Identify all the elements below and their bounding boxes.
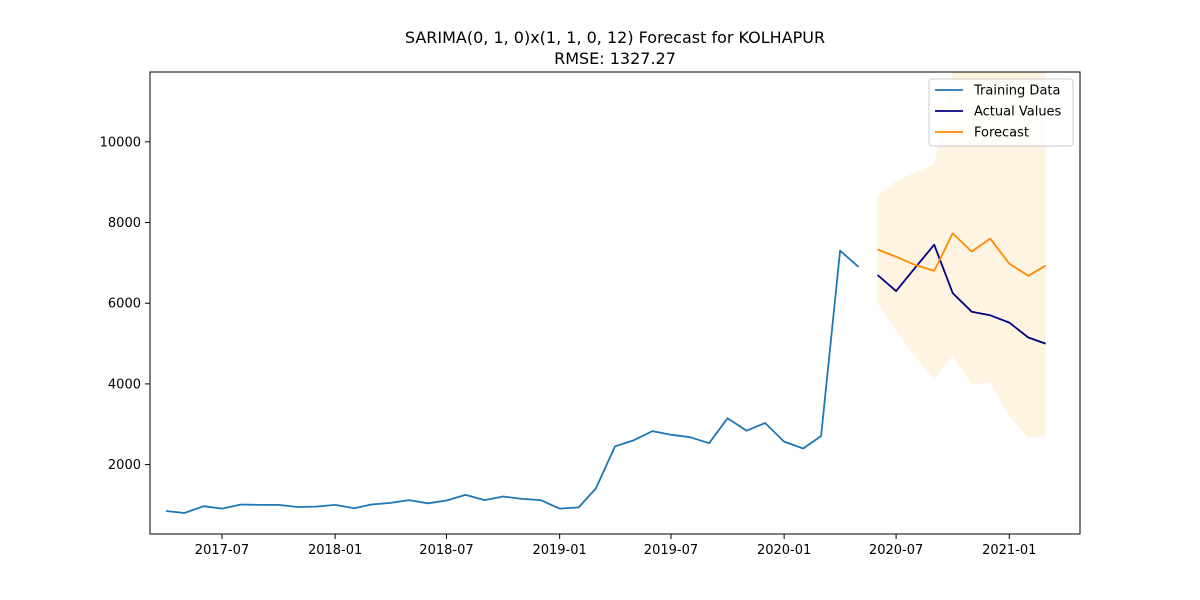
training-data-point bbox=[428, 503, 429, 504]
forecast-point bbox=[1045, 265, 1046, 266]
training-data-point bbox=[446, 500, 447, 501]
training-data-point bbox=[540, 500, 541, 501]
legend-label-training-data: Training Data bbox=[973, 84, 1060, 99]
y-tick-label: 8000 bbox=[108, 216, 141, 231]
training-data-point bbox=[595, 488, 596, 489]
actual-values-point bbox=[1009, 322, 1010, 323]
x-tick-label: 2018-01 bbox=[308, 543, 362, 558]
chart-title: SARIMA(0, 1, 0)x(1, 1, 0, 12) Forecast f… bbox=[405, 28, 825, 47]
training-data-point bbox=[408, 500, 409, 501]
forecast-point bbox=[952, 233, 953, 234]
training-data-point bbox=[784, 441, 785, 442]
training-data-point bbox=[652, 431, 653, 432]
training-data-point bbox=[260, 504, 261, 505]
training-data-point bbox=[578, 507, 579, 508]
y-tick-label: 10000 bbox=[100, 135, 141, 150]
training-data-point bbox=[297, 507, 298, 508]
y-axis: 2000 4000 6000 8000 10000 bbox=[100, 135, 150, 473]
x-tick-label: 2018-07 bbox=[419, 543, 473, 558]
forecast-point bbox=[915, 264, 916, 265]
x-tick-label: 2020-01 bbox=[757, 543, 811, 558]
legend-label-actual-values: Actual Values bbox=[974, 105, 1062, 120]
series-layer bbox=[165, 232, 1047, 514]
training-data-point bbox=[803, 448, 804, 449]
training-data-point bbox=[484, 500, 485, 501]
actual-values-point bbox=[952, 293, 953, 294]
training-data-point bbox=[690, 437, 691, 438]
training-data-point bbox=[166, 511, 167, 512]
x-axis: 2017-07 2018-01 2018-07 2019-01 2019-07 2020-… bbox=[195, 534, 1036, 558]
forecast-point bbox=[971, 251, 972, 252]
training-data-point bbox=[203, 506, 204, 507]
training-data-point bbox=[335, 504, 336, 505]
training-data-point bbox=[765, 423, 766, 424]
y-tick-label: 4000 bbox=[108, 377, 141, 392]
training-data-point bbox=[390, 502, 391, 503]
training-data-point bbox=[840, 250, 841, 251]
training-data-point bbox=[222, 508, 223, 509]
training-data-point bbox=[709, 443, 710, 444]
chart-subtitle: RMSE: 1327.27 bbox=[554, 49, 676, 68]
training-data-point bbox=[633, 440, 634, 441]
training-data-point bbox=[278, 504, 279, 505]
training-data-point bbox=[184, 513, 185, 514]
legend-box bbox=[928, 78, 1074, 147]
actual-values-point bbox=[990, 315, 991, 316]
y-tick-label: 2000 bbox=[108, 458, 141, 473]
actual-values-point bbox=[934, 244, 935, 245]
forecast-point bbox=[896, 256, 897, 257]
training-data-point bbox=[503, 496, 504, 497]
x-tick-label: 2019-07 bbox=[644, 543, 698, 558]
x-tick-label: 2020-07 bbox=[869, 543, 923, 558]
training-data-line bbox=[165, 249, 860, 514]
confidence-band bbox=[877, 72, 1046, 438]
y-tick-label: 6000 bbox=[108, 297, 141, 312]
training-data-point bbox=[354, 508, 355, 509]
training-data-point bbox=[858, 266, 859, 267]
x-tick-label: 2019-01 bbox=[532, 543, 586, 558]
training-data-point bbox=[559, 508, 560, 509]
forecast-point bbox=[1009, 263, 1010, 264]
training-data-point bbox=[727, 418, 728, 419]
forecast-point bbox=[990, 238, 991, 239]
confidence-band-layer bbox=[877, 72, 1046, 438]
training-data-point bbox=[371, 504, 372, 505]
forecast-line bbox=[877, 232, 1047, 277]
actual-values-line bbox=[877, 243, 1046, 345]
training-data-point bbox=[746, 430, 747, 431]
training-data-point bbox=[615, 446, 616, 447]
training-data-point bbox=[522, 498, 523, 499]
training-data-point bbox=[241, 504, 242, 505]
x-tick-label: 2017-07 bbox=[195, 543, 249, 558]
training-data-point bbox=[465, 494, 466, 495]
legend-label-forecast: Forecast bbox=[974, 126, 1029, 141]
forecast-point bbox=[1028, 275, 1029, 276]
training-data-point bbox=[671, 434, 672, 435]
legend: Training Data Actual Values Forecast bbox=[928, 78, 1074, 147]
x-tick-label: 2021-01 bbox=[982, 543, 1036, 558]
training-data-point bbox=[316, 506, 317, 507]
actual-values-point bbox=[915, 267, 916, 268]
forecast-point bbox=[934, 270, 935, 271]
actual-values-point bbox=[971, 311, 972, 312]
actual-values-point bbox=[896, 291, 897, 292]
training-data-point bbox=[821, 436, 822, 437]
forecast-point bbox=[877, 249, 878, 250]
actual-values-point bbox=[877, 275, 878, 276]
actual-values-point bbox=[1045, 343, 1046, 344]
actual-values-point bbox=[1028, 337, 1029, 338]
